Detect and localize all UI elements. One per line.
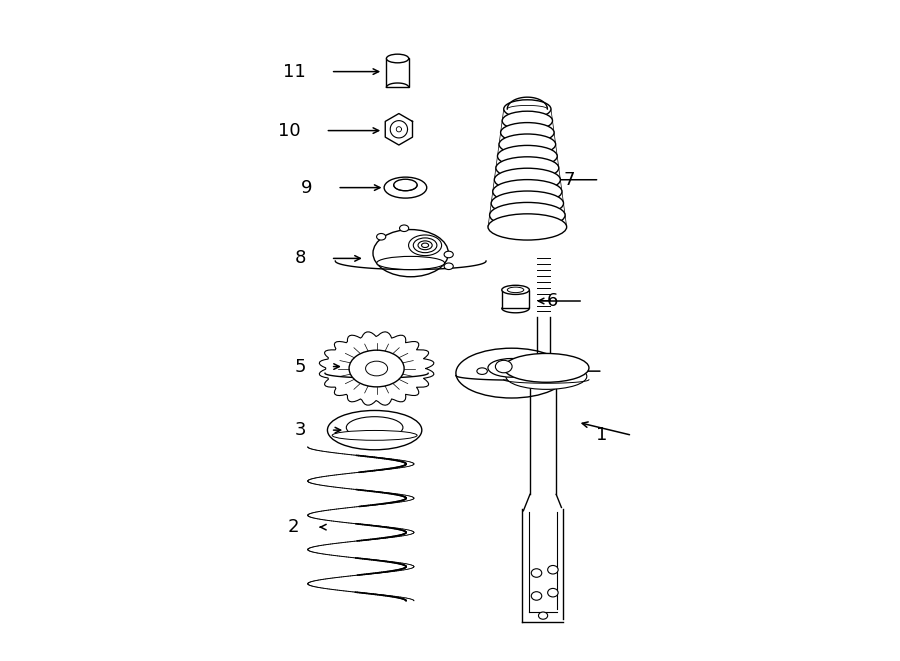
Ellipse shape	[384, 177, 427, 198]
Ellipse shape	[494, 168, 561, 191]
Text: 6: 6	[547, 292, 558, 310]
Ellipse shape	[488, 214, 567, 240]
Ellipse shape	[495, 360, 512, 373]
Text: 8: 8	[294, 249, 306, 268]
Ellipse shape	[488, 358, 536, 377]
Ellipse shape	[386, 54, 409, 63]
Ellipse shape	[531, 592, 542, 600]
Ellipse shape	[444, 263, 454, 270]
Polygon shape	[385, 114, 412, 145]
Text: 1: 1	[596, 426, 608, 444]
Ellipse shape	[548, 588, 558, 597]
Polygon shape	[320, 332, 434, 405]
Text: 11: 11	[284, 63, 306, 81]
Text: 10: 10	[278, 122, 301, 139]
Ellipse shape	[491, 191, 563, 215]
Ellipse shape	[498, 145, 557, 167]
Ellipse shape	[499, 134, 555, 155]
Ellipse shape	[377, 256, 445, 270]
Ellipse shape	[504, 354, 589, 382]
Ellipse shape	[502, 111, 553, 130]
Ellipse shape	[349, 350, 404, 387]
Ellipse shape	[531, 568, 542, 577]
Ellipse shape	[502, 286, 529, 294]
Ellipse shape	[548, 565, 558, 574]
Ellipse shape	[506, 364, 587, 389]
Ellipse shape	[492, 180, 562, 204]
Ellipse shape	[400, 225, 409, 231]
Ellipse shape	[444, 251, 454, 258]
Ellipse shape	[500, 122, 554, 143]
Text: 2: 2	[288, 518, 299, 536]
Ellipse shape	[490, 202, 565, 228]
Text: 4: 4	[566, 362, 578, 380]
Text: 5: 5	[294, 358, 306, 375]
Text: 9: 9	[301, 178, 312, 196]
Ellipse shape	[456, 348, 567, 398]
Bar	[386, 58, 409, 87]
Ellipse shape	[538, 612, 548, 619]
Ellipse shape	[332, 430, 417, 440]
Ellipse shape	[346, 416, 403, 438]
Ellipse shape	[376, 233, 386, 240]
Ellipse shape	[393, 179, 417, 191]
Ellipse shape	[496, 157, 559, 179]
Bar	[502, 290, 529, 308]
Ellipse shape	[365, 361, 388, 376]
Ellipse shape	[373, 229, 448, 277]
Ellipse shape	[328, 410, 422, 449]
Ellipse shape	[504, 100, 551, 118]
Text: 3: 3	[294, 421, 306, 439]
Text: 7: 7	[563, 171, 574, 189]
Ellipse shape	[477, 368, 488, 374]
